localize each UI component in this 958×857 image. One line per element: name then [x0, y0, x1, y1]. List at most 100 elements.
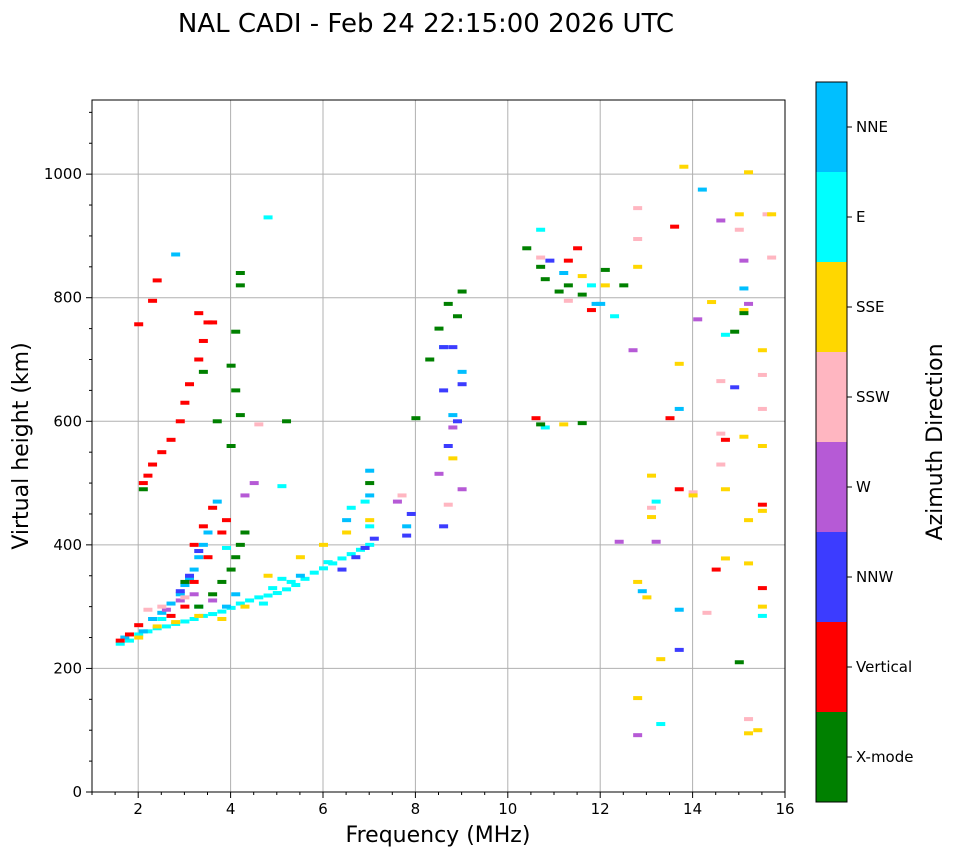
echo-point	[134, 623, 144, 628]
echo-point	[245, 598, 255, 603]
echo-point	[235, 283, 245, 288]
echo-point	[600, 283, 610, 288]
echo-point	[217, 617, 227, 621]
chart-title: NAL CADI - Feb 24 22:15:00 2026 UTC	[178, 9, 674, 39]
echo-point	[226, 444, 236, 448]
echo-point	[115, 638, 125, 643]
echo-point	[198, 613, 208, 618]
echo-point	[254, 595, 264, 600]
echo-point	[231, 555, 241, 560]
echo-point	[180, 400, 190, 405]
echo-point	[757, 348, 767, 353]
echo-point	[457, 487, 467, 492]
echo-point	[443, 301, 453, 306]
echo-point	[452, 314, 462, 319]
y-tick-label: 1000	[44, 165, 82, 183]
echo-point	[124, 638, 134, 643]
echo-point	[185, 573, 195, 578]
echo-point	[586, 283, 596, 288]
echo-point	[286, 579, 296, 584]
echo-point	[365, 468, 375, 473]
colorbar-category-label: W	[856, 478, 871, 496]
echo-point	[596, 301, 606, 306]
colorbar-category-label: NNE	[856, 118, 888, 136]
echo-point	[734, 660, 744, 665]
echo-point	[360, 499, 370, 504]
echo-point	[734, 227, 744, 232]
echo-point	[185, 382, 195, 387]
echo-point	[411, 416, 421, 421]
echo-point	[365, 493, 375, 498]
echo-point	[152, 278, 162, 283]
echo-point	[360, 545, 370, 550]
echo-point	[194, 357, 204, 362]
echo-point	[194, 604, 204, 609]
colorbar: X-mode Vertical NNW W SSW SSE E NNE	[816, 82, 913, 802]
echo-point	[217, 530, 227, 535]
echo-point	[730, 329, 740, 334]
echo-point	[365, 524, 375, 529]
echo-point	[688, 490, 698, 495]
echo-point	[157, 617, 167, 621]
echo-point	[536, 422, 546, 427]
echo-point	[536, 255, 546, 260]
echo-point	[212, 419, 222, 424]
echo-point	[231, 329, 241, 334]
echo-point	[674, 361, 684, 366]
echo-point	[559, 422, 569, 427]
echo-point	[716, 218, 726, 223]
echo-point	[744, 731, 754, 736]
echo-point	[642, 595, 652, 600]
echo-point	[226, 605, 236, 610]
echo-point	[180, 583, 190, 588]
echo-point	[365, 542, 375, 547]
x-tick-label: 6	[318, 800, 328, 818]
echo-point	[263, 573, 273, 578]
echo-point	[647, 515, 657, 520]
echo-point	[392, 499, 402, 504]
echo-point	[744, 301, 754, 306]
echo-point	[762, 212, 772, 217]
echo-point	[448, 345, 458, 350]
echo-point	[235, 271, 245, 275]
echo-point	[161, 607, 171, 612]
colorbar-category-label: SSW	[856, 388, 890, 406]
echo-point	[656, 657, 666, 662]
echo-point	[208, 320, 218, 325]
echo-point	[522, 246, 532, 251]
echo-point	[277, 576, 287, 581]
echo-point	[203, 555, 213, 560]
echo-point	[291, 583, 301, 588]
echo-point	[194, 311, 204, 316]
echo-point	[619, 283, 629, 288]
echo-point	[734, 212, 744, 217]
echo-point	[434, 326, 444, 331]
echo-point	[351, 555, 361, 560]
echo-point	[633, 696, 643, 701]
echo-point	[439, 524, 449, 529]
echo-point	[346, 552, 356, 557]
echo-point	[628, 348, 638, 353]
echo-point	[545, 258, 555, 263]
echo-point	[397, 493, 407, 498]
echo-point	[674, 607, 684, 612]
echo-point	[757, 406, 767, 411]
echo-point	[757, 586, 767, 591]
echo-point	[148, 617, 158, 621]
echo-point	[369, 536, 379, 541]
echo-point	[175, 598, 185, 603]
echo-point	[346, 505, 356, 510]
echo-point	[656, 722, 666, 727]
plot-area	[92, 100, 785, 792]
echo-point	[157, 450, 167, 455]
data-points	[115, 164, 777, 738]
colorbar-segment	[816, 352, 847, 442]
echo-point	[434, 471, 444, 476]
echo-point	[148, 462, 158, 467]
echo-point	[439, 345, 449, 350]
echo-point	[744, 518, 754, 523]
echo-point	[767, 212, 777, 217]
echo-point	[194, 613, 204, 618]
echo-point	[203, 530, 213, 535]
